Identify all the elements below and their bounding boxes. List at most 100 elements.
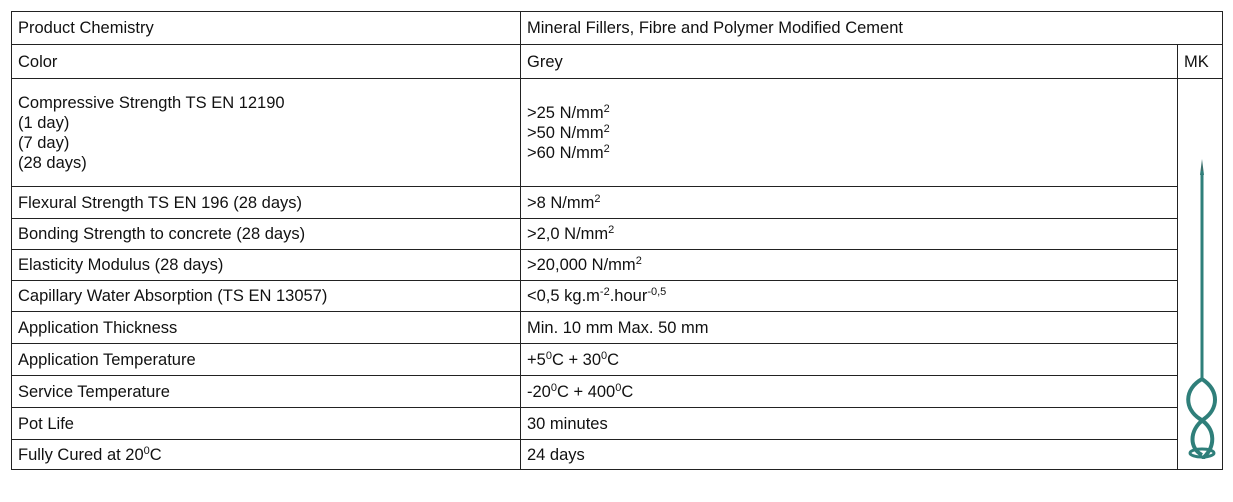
text: Elasticity Modulus (28 days) [18,256,223,274]
text: >20,000 N/mm [527,256,636,274]
page: Product Chemistry Mineral Fillers, Fibre … [0,0,1233,502]
text: >8 N/mm [527,194,594,212]
text: Application Temperature [18,351,196,369]
cell-line: Grey [527,52,1171,72]
text: Application Thickness [18,319,177,337]
cell-line: <0,5 kg.m-2.hour-0,5 [527,286,1171,306]
text: +5 [527,351,546,369]
cell-line: >50 N/mm2 [527,123,1171,143]
cell-line: 30 minutes [527,414,1171,434]
text: C [150,446,162,464]
table-body: Product Chemistry Mineral Fillers, Fibre … [12,12,1223,470]
value-cell: <0,5 kg.m-2.hour-0,5 [521,281,1178,312]
table-row: Service Temperature -200C + 4000C [12,376,1223,408]
value-cell: 24 days [521,440,1178,470]
text: <0,5 kg.m [527,287,600,305]
table-row: Bonding Strength to concrete (28 days) >2… [12,219,1223,250]
cell-line: Application Thickness [18,318,514,338]
text: Color [18,53,57,71]
cell-line: Compressive Strength TS EN 12190 [18,93,514,113]
text: Compressive Strength TS EN 12190 [18,94,285,112]
table-row: Pot Life 30 minutes [12,408,1223,440]
text: (28 days) [18,154,87,172]
cell-line: +50C + 300C [527,350,1171,370]
text: (7 day) [18,134,69,152]
text: C + 400 [557,383,615,401]
table-row: Flexural Strength TS EN 196 (28 days) >8 … [12,187,1223,219]
cell-line: Elasticity Modulus (28 days) [18,255,514,275]
text: C + 30 [552,351,601,369]
text: Capillary Water Absorption (TS EN 13057) [18,287,327,305]
text: Pot Life [18,415,74,433]
table-row: Application Temperature +50C + 300C [12,344,1223,376]
label-cell: Application Temperature [12,344,521,376]
value-cell: Grey [521,45,1178,79]
text: Mineral Fillers, Fibre and Polymer Modif… [527,19,903,37]
text: C [607,351,619,369]
text: >25 N/mm [527,104,604,122]
text: Flexural Strength TS EN 196 (28 days) [18,194,302,212]
cell-line: Application Temperature [18,350,514,370]
table-row: Application Thickness Min. 10 mm Max. 50 … [12,312,1223,344]
cell-line: Flexural Strength TS EN 196 (28 days) [18,193,514,213]
cell-line: Min. 10 mm Max. 50 mm [527,318,1171,338]
cell-line: Service Temperature [18,382,514,402]
table-row: Fully Cured at 200C 24 days [12,440,1223,470]
table-row: Elasticity Modulus (28 days) >20,000 N/mm… [12,250,1223,281]
cell-line: Capillary Water Absorption (TS EN 13057) [18,286,514,306]
table-row: Compressive Strength TS EN 12190 (1 day) (… [12,79,1223,187]
label-cell: Product Chemistry [12,12,521,45]
label-cell: Elasticity Modulus (28 days) [12,250,521,281]
superscript: 2 [608,224,614,236]
spec-table: Product Chemistry Mineral Fillers, Fibre … [11,11,1223,470]
cell-line: -200C + 4000C [527,382,1171,402]
text: >60 N/mm [527,144,604,162]
cell-line: >25 N/mm2 [527,103,1171,123]
table-row: Capillary Water Absorption (TS EN 13057)… [12,281,1223,312]
value-cell: >20,000 N/mm2 [521,250,1178,281]
superscript: 2 [604,143,610,155]
cell-line: >8 N/mm2 [527,193,1171,213]
superscript: 2 [604,103,610,115]
cell-line: >20,000 N/mm2 [527,255,1171,275]
text: 24 days [527,446,585,464]
cell-line: (7 day) [18,133,514,153]
text: Min. 10 mm Max. 50 mm [527,319,709,337]
value-cell: Mineral Fillers, Fibre and Polymer Modif… [521,12,1223,45]
cell-line: Product Chemistry [18,18,514,38]
label-cell: Service Temperature [12,376,521,408]
text: 30 minutes [527,415,608,433]
value-cell: -200C + 4000C [521,376,1178,408]
extra-cell: MK [1178,45,1223,79]
mixer-paddle-image [1178,79,1223,459]
superscript: -0,5 [647,286,666,298]
image-cell [1178,79,1223,470]
cell-line: Bonding Strength to concrete (28 days) [18,224,514,244]
label-cell: Compressive Strength TS EN 12190 (1 day) (… [12,79,521,187]
label-cell: Fully Cured at 200C [12,440,521,470]
text: -20 [527,383,551,401]
cell-line: (28 days) [18,153,514,173]
label-cell: Pot Life [12,408,521,440]
label-cell: Color [12,45,521,79]
table-row: Color Grey MK [12,45,1223,79]
text: Bonding Strength to concrete (28 days) [18,225,305,243]
text: (1 day) [18,114,69,132]
text: >2,0 N/mm [527,225,608,243]
superscript: -2 [600,286,610,298]
text: .hour [610,287,648,305]
superscript: 2 [636,255,642,267]
cell-line: (1 day) [18,113,514,133]
label-cell: Flexural Strength TS EN 196 (28 days) [12,187,521,219]
table-row: Product Chemistry Mineral Fillers, Fibre … [12,12,1223,45]
text: Grey [527,53,563,71]
cell-line: Fully Cured at 200C [18,445,514,465]
value-cell: Min. 10 mm Max. 50 mm [521,312,1178,344]
text: Product Chemistry [18,19,154,37]
value-cell: +50C + 300C [521,344,1178,376]
superscript: 2 [604,123,610,135]
text: C [621,383,633,401]
value-cell: 30 minutes [521,408,1178,440]
value-cell: >8 N/mm2 [521,187,1178,219]
label-cell: Capillary Water Absorption (TS EN 13057) [12,281,521,312]
